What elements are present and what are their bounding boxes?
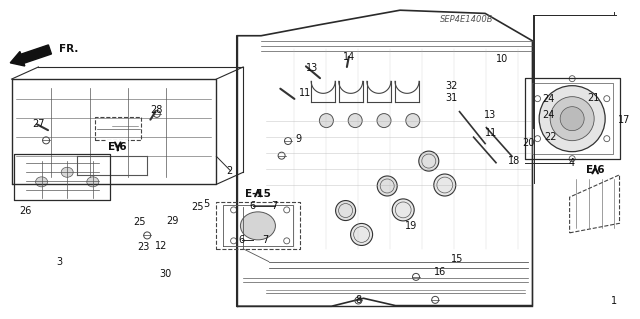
Text: 8: 8	[355, 295, 362, 306]
Text: 6: 6	[250, 201, 256, 211]
Text: 10: 10	[496, 54, 509, 64]
Text: 6: 6	[238, 235, 244, 245]
Text: 14: 14	[342, 52, 355, 62]
Text: 31: 31	[445, 93, 458, 103]
Circle shape	[539, 86, 605, 152]
Circle shape	[560, 107, 584, 131]
Circle shape	[348, 114, 362, 128]
Text: 1: 1	[611, 296, 618, 307]
Ellipse shape	[36, 177, 47, 187]
Circle shape	[419, 151, 439, 171]
Circle shape	[550, 97, 594, 141]
Text: 11: 11	[485, 128, 498, 138]
Text: 12: 12	[155, 241, 168, 251]
Text: 13: 13	[305, 63, 318, 73]
Text: FR.: FR.	[59, 44, 78, 54]
Text: SEP4E1400B: SEP4E1400B	[440, 15, 494, 24]
Text: 25: 25	[133, 217, 146, 227]
Text: 27: 27	[32, 119, 45, 129]
Circle shape	[319, 114, 333, 128]
Text: 25: 25	[191, 202, 204, 212]
Text: 22: 22	[544, 131, 557, 142]
Ellipse shape	[87, 177, 99, 187]
Text: 28: 28	[150, 105, 163, 115]
Text: 26: 26	[19, 205, 32, 216]
Text: 24: 24	[542, 110, 555, 121]
Circle shape	[351, 224, 372, 245]
Text: E-6: E-6	[586, 165, 605, 175]
Ellipse shape	[61, 167, 73, 177]
Text: 20: 20	[522, 138, 534, 148]
Circle shape	[392, 199, 414, 221]
Text: 17: 17	[618, 115, 630, 125]
Text: 9: 9	[296, 134, 302, 145]
Text: 3: 3	[56, 256, 62, 267]
Text: 15: 15	[451, 254, 463, 264]
Text: 13: 13	[483, 110, 496, 121]
Text: 16: 16	[434, 267, 447, 277]
Text: E-6: E-6	[108, 142, 127, 152]
Text: 24: 24	[542, 94, 555, 104]
Circle shape	[406, 114, 420, 128]
Text: 19: 19	[404, 221, 417, 232]
Text: E-15: E-15	[245, 189, 271, 199]
Text: 4: 4	[568, 158, 575, 168]
Text: 7: 7	[262, 235, 269, 245]
Text: 11: 11	[299, 87, 312, 98]
Text: 30: 30	[159, 269, 172, 279]
Text: 21: 21	[587, 93, 600, 103]
Ellipse shape	[241, 212, 275, 240]
Text: 32: 32	[445, 81, 458, 91]
Circle shape	[377, 176, 397, 196]
Circle shape	[377, 114, 391, 128]
Text: 23: 23	[137, 241, 150, 252]
Text: 2: 2	[226, 166, 232, 176]
Text: 18: 18	[508, 156, 520, 166]
FancyArrow shape	[10, 45, 51, 66]
Text: 29: 29	[166, 216, 179, 226]
Circle shape	[434, 174, 456, 196]
Circle shape	[335, 201, 356, 220]
Text: 7: 7	[271, 201, 277, 211]
Text: 5: 5	[203, 198, 209, 209]
